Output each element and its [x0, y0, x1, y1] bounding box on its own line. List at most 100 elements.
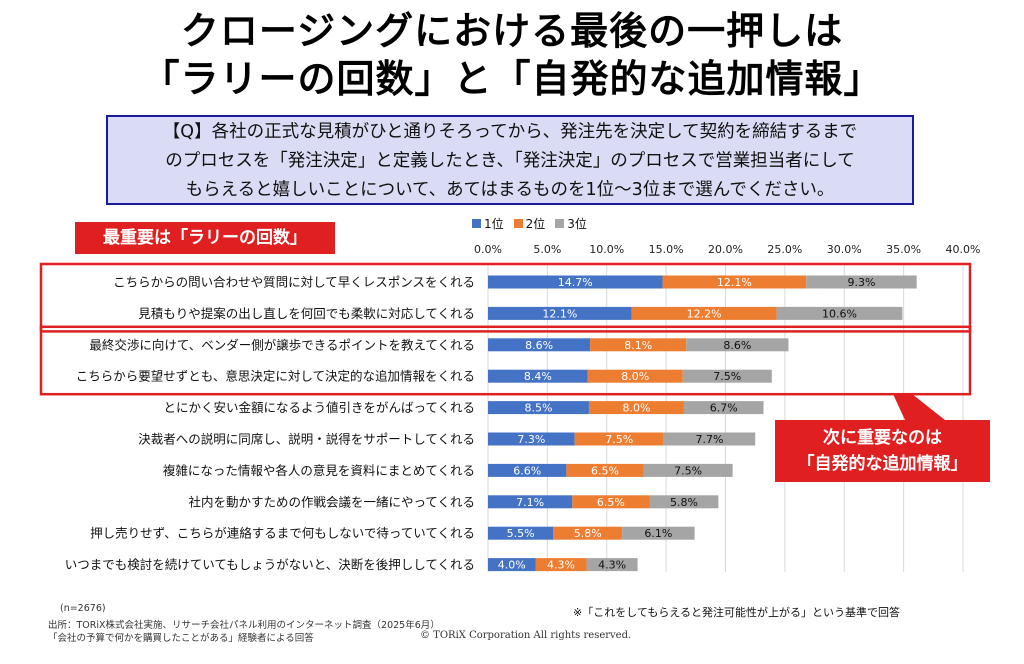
data-label: 4.3% — [547, 559, 575, 572]
copyright: © TORiX Corporation All rights reserved. — [420, 630, 632, 641]
data-label: 8.5% — [524, 402, 552, 415]
x-tick-label: 5.0% — [533, 243, 561, 256]
bar-segment — [488, 495, 573, 509]
bar-segment — [622, 526, 695, 540]
category-label: とにかく安い金額になるよう値引きをがんばってくれる — [163, 400, 475, 415]
bar-segment — [488, 275, 663, 289]
category-label: 社内を動かすための作戦会議を一緒にやってくれる — [188, 494, 475, 509]
category-label: いつまでも検討を続けていてもしょうがないと、決断を後押ししてくれる — [65, 557, 475, 572]
title-line-1: クロージングにおける最後の一押しは — [180, 9, 844, 53]
legend-item-3: 3位 — [555, 215, 587, 232]
data-label: 7.7% — [695, 433, 723, 446]
bar-segment — [572, 495, 650, 509]
highlight-box-top — [39, 262, 972, 333]
callout-next-line-1: 次に重要なのは — [823, 428, 942, 448]
callout-arrow — [893, 394, 945, 420]
data-label: 14.7% — [558, 276, 593, 289]
question-line-1: 【Q】各社の正式な見積がひと通りそろってから、発注先を決定して契約を締結するまで — [162, 122, 858, 142]
bar-segment — [488, 558, 536, 572]
x-tick-label: 20.0% — [708, 243, 743, 256]
bar-segment — [488, 338, 591, 352]
x-tick-label: 35.0% — [886, 243, 921, 256]
bar-segment — [776, 306, 903, 320]
data-label: 7.1% — [516, 496, 544, 509]
category-label: 決裁者への説明に同席し、説明・説得をサポートしてくれる — [138, 432, 475, 447]
data-label: 6.5% — [597, 496, 625, 509]
legend-item-1: 1位 — [472, 215, 504, 232]
bar-segment — [586, 558, 638, 572]
data-label: 7.5% — [674, 464, 702, 477]
bar-segment — [535, 558, 587, 572]
question-line-3: もらえると嬉しいことについて、あてはまるものを1位～3位まで選んでください。 — [185, 180, 835, 200]
legend: 1位 2位 3位 — [472, 215, 587, 232]
category-label: こちらからの問い合わせや質問に対して早くレスポンスをくれる — [113, 275, 475, 290]
category-label: 最終交渉に向けて、ベンダー側が譲歩できるポイントを教えてくれる — [89, 337, 475, 352]
bar-segment — [553, 526, 623, 540]
bar-segment — [566, 463, 644, 477]
bar-segment — [488, 432, 575, 446]
x-tick-label: 30.0% — [827, 243, 862, 256]
data-label: 5.8% — [574, 527, 602, 540]
data-label: 4.0% — [498, 559, 526, 572]
data-label: 6.6% — [513, 464, 541, 477]
bar-segment — [682, 369, 772, 383]
data-label: 8.0% — [621, 370, 649, 383]
x-tick-label: 25.0% — [767, 243, 802, 256]
bar-segment — [488, 306, 632, 320]
bar-segment — [590, 338, 687, 352]
data-label: 12.1% — [542, 307, 577, 320]
source-note: 出所：TORiX株式会社実施、リサーチ会社パネル利用のインターネット調査（202… — [48, 620, 440, 631]
x-tick-label: 0.0% — [474, 243, 502, 256]
callout-most-important: 最重要は「ラリーの回数」 — [75, 222, 335, 254]
data-label: 8.0% — [622, 402, 650, 415]
data-label: 12.2% — [687, 307, 722, 320]
data-label: 5.8% — [670, 496, 698, 509]
bar-segment — [663, 432, 756, 446]
data-label: 8.4% — [524, 370, 552, 383]
data-label: 7.5% — [713, 370, 741, 383]
category-label: こちらから要望せずとも、意思決定に対して決定的な追加情報をくれる — [76, 369, 475, 384]
data-label: 9.3% — [847, 276, 875, 289]
data-label: 8.6% — [525, 339, 553, 352]
data-label: 7.3% — [517, 433, 545, 446]
data-label: 6.7% — [710, 402, 738, 415]
highlight-box-second — [39, 325, 972, 396]
bar-segment — [587, 369, 683, 383]
data-label: 4.3% — [598, 559, 626, 572]
bar-segment — [686, 338, 789, 352]
callout-next-line-2: 「自発的な追加情報」 — [797, 454, 968, 474]
legend-item-2: 2位 — [513, 215, 545, 232]
bar-segment — [488, 369, 588, 383]
title-line-2: 「ラリーの回数」と「自発的な追加情報」 — [141, 57, 883, 101]
answer-basis-note: ※「これをしてもらえると発注可能性が上がる」という基準で回答 — [573, 606, 901, 619]
category-label: 押し売りせず、こちらが連絡するまで何もしないで待っていてくれる — [90, 526, 475, 541]
data-label: 6.5% — [591, 464, 619, 477]
data-label: 8.1% — [624, 339, 652, 352]
bar-segment — [806, 275, 917, 289]
bar-segment — [488, 526, 554, 540]
bar-segment — [588, 401, 684, 415]
bar-segment — [649, 495, 719, 509]
callout-next-important: 次に重要なのは 「自発的な追加情報」 — [775, 420, 990, 482]
category-label: 見積もりや提案の出し直しを何回でも柔軟に対応してくれる — [138, 306, 475, 321]
bar-segment — [488, 401, 589, 415]
sample-size: (n=2676) — [60, 603, 106, 614]
category-label: 複雑になった情報や各人の意見を資料にまとめてくれる — [163, 463, 475, 478]
bar-segment — [574, 432, 664, 446]
bar-segment — [662, 275, 807, 289]
question-box: 【Q】各社の正式な見積がひと通りそろってから、発注先を決定して契約を締結するまで… — [106, 115, 914, 205]
bar-segment — [488, 463, 567, 477]
bar-segment — [631, 306, 777, 320]
data-label: 6.1% — [644, 527, 672, 540]
target-note: 「会社の予算で何かを購買したことがある」経験者による回答 — [48, 633, 314, 644]
data-label: 10.6% — [822, 307, 857, 320]
x-tick-label: 40.0% — [946, 243, 981, 256]
data-label: 8.6% — [723, 339, 751, 352]
data-label: 7.5% — [605, 433, 633, 446]
data-label: 12.1% — [717, 276, 752, 289]
bar-segment — [683, 401, 764, 415]
data-label: 5.5% — [507, 527, 535, 540]
x-tick-label: 10.0% — [589, 243, 624, 256]
question-line-2: のプロセスを「発注決定」と定義したとき、「発注決定」のプロセスで営業担当者にして — [165, 151, 855, 171]
